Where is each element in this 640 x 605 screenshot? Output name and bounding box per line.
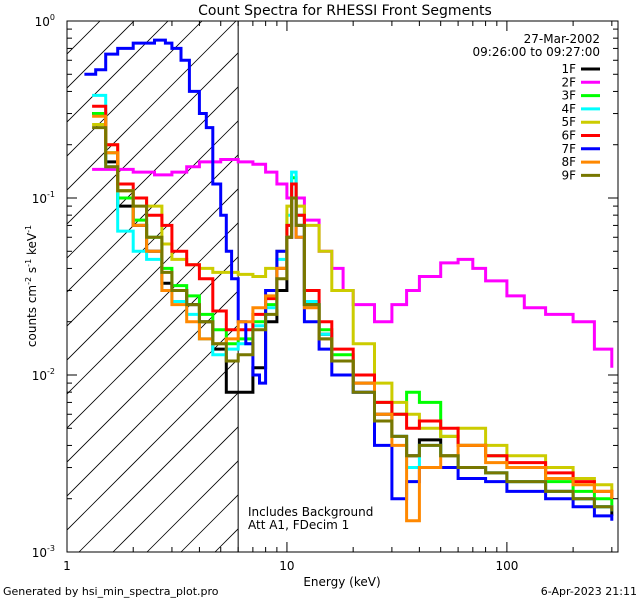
y-axis-label-part3: keV	[25, 232, 39, 259]
attenuated-region-hatch	[0, 0, 239, 552]
hatch-line	[67, 358, 239, 531]
hatch-line	[67, 21, 135, 89]
legend-label-4F: 4F	[561, 102, 576, 116]
y-axis-label-sup3: -1	[24, 225, 33, 233]
series-line-7F	[84, 38, 614, 521]
annotation-attenuator: Att A1, FDecim 1	[248, 518, 349, 532]
annotation-background: Includes Background	[248, 505, 373, 519]
axis-tick-labels: 1 10 100 100 10-1 10-2 10-3	[32, 13, 519, 573]
y-axis-label-part2: s	[25, 267, 39, 277]
x-tick-label: 10	[279, 559, 294, 573]
hatch-line	[112, 426, 239, 552]
y-axis-label-part1: counts cm	[25, 285, 39, 347]
y-tick-label: 10-1	[32, 190, 55, 206]
time-range-label: 09:26:00 to 09:27:00	[473, 45, 600, 59]
hatch-line	[67, 324, 239, 497]
x-axis-label: Energy (keV)	[303, 575, 380, 589]
date-label: 27-Mar-2002	[524, 32, 600, 46]
hatch-line	[67, 188, 239, 361]
y-axis-label: counts cm-2 s-1 keV-1	[24, 225, 39, 347]
legend-label-2F: 2F	[561, 75, 576, 89]
series-line-2F	[92, 158, 614, 368]
y-tick-label: 100	[35, 13, 55, 29]
footer-generated-by: Generated by hsi_min_spectra_plot.pro	[3, 585, 219, 598]
hatch-line	[78, 392, 239, 552]
hatch-line	[67, 21, 169, 123]
hatch-line	[67, 154, 239, 327]
legend-label-7F: 7F	[561, 142, 576, 156]
hatch-line	[67, 120, 239, 293]
plot-frame	[66, 20, 619, 553]
y-tick-label: 10-3	[32, 544, 55, 560]
y-axis-label-sup2: -1	[24, 259, 33, 267]
y-tick-label: 10-2	[32, 367, 55, 383]
hatch-line	[67, 290, 239, 463]
axis-ticks	[66, 20, 618, 553]
legend-label-8F: 8F	[561, 155, 576, 169]
hatch-line	[67, 21, 101, 55]
hatch-line	[67, 86, 239, 259]
x-tick-label: 1	[63, 559, 71, 573]
series-line-9F	[92, 126, 614, 512]
legend-label-9F: 9F	[561, 168, 576, 182]
hatch-line	[67, 21, 203, 157]
x-tick-label: 100	[495, 559, 518, 573]
hatch-line	[67, 256, 239, 429]
hatch-line	[67, 222, 239, 395]
series-layer	[84, 38, 614, 523]
hatch-line	[67, 21, 237, 191]
legend-label-6F: 6F	[561, 129, 576, 143]
hatch-line	[0, 0, 101, 552]
chart-title: Count Spectra for RHESSI Front Segments	[198, 3, 492, 19]
legend-label-3F: 3F	[561, 89, 576, 103]
legend-label-5F: 5F	[561, 115, 576, 129]
footer-timestamp: 6-Apr-2023 21:11	[541, 585, 637, 598]
legend-label-1F: 1F	[561, 62, 576, 76]
y-axis-label-sup1: -2	[24, 277, 33, 285]
